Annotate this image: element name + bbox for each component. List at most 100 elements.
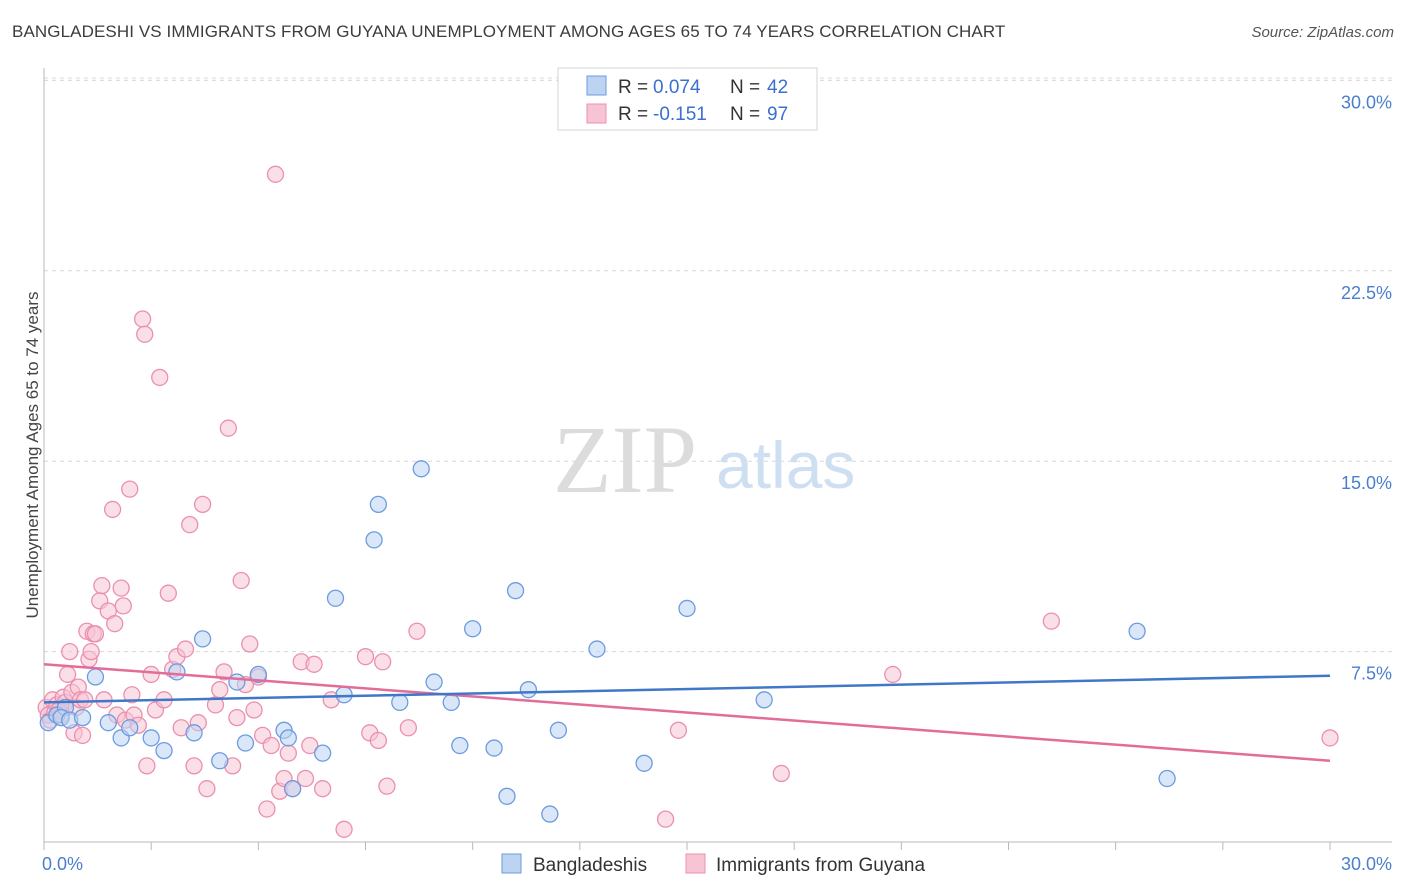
guyana-point-41 <box>142 665 160 684</box>
bangladeshis-point-43 <box>1128 622 1146 640</box>
guyana-point-34 <box>121 480 139 498</box>
y-tick-label-3: 30.0% <box>1341 92 1392 112</box>
guyana-point-72 <box>279 744 297 762</box>
bangladeshis-point-24 <box>335 686 353 704</box>
guyana-point-43 <box>151 368 169 387</box>
guyana-point-92 <box>1042 612 1061 630</box>
legend-n-label-2: N = <box>730 104 760 125</box>
legend-swatch-guyana <box>586 103 607 124</box>
bangladeshis-point-31 <box>451 736 469 755</box>
legend-swatch-bangladeshis <box>586 75 607 96</box>
guyana-point-45 <box>159 584 177 602</box>
guyana-point-89 <box>669 721 688 739</box>
guyana-point-39 <box>136 325 154 343</box>
y-tick-label-0: 7.5% <box>1351 664 1392 684</box>
guyana-point-81 <box>356 648 375 666</box>
guyana-point-63 <box>241 635 259 653</box>
guyana-point-23 <box>86 625 105 643</box>
guyana-point-11 <box>61 642 79 661</box>
legend-n-value-1: 42 <box>767 77 788 98</box>
x-tick-marks <box>43 842 1331 850</box>
guyana-point-57 <box>215 663 233 681</box>
legend-r-value-1: 0.074 <box>653 77 701 98</box>
bangladeshis-point-9 <box>121 719 139 737</box>
bangladeshis-point-44 <box>1158 769 1176 788</box>
guyana-point-60 <box>228 708 246 727</box>
bangladeshis-point-26 <box>369 495 388 514</box>
bangladeshis-point-25 <box>365 531 383 549</box>
guyana-point-31 <box>112 579 130 597</box>
source-label: Source: ZipAtlas.com <box>1251 24 1394 41</box>
correlation-legend: R = 0.074 N = 42 R = -0.151 N = 97 <box>557 67 818 131</box>
guyana-point-88 <box>656 810 675 828</box>
guyana-point-77 <box>305 655 323 673</box>
bangladeshis-point-6 <box>86 668 105 686</box>
bangladeshis-point-42 <box>755 691 773 709</box>
guyana-point-10 <box>58 665 77 684</box>
guyana-point-51 <box>185 757 203 775</box>
bangladeshis-point-20 <box>279 729 297 747</box>
series-bangladeshis-trendline <box>43 674 1331 704</box>
bangladeshis-point-29 <box>425 673 443 691</box>
guyana-point-18 <box>76 691 94 709</box>
guyana-point-32 <box>114 597 132 615</box>
bangladeshis-point-18 <box>249 665 267 684</box>
guyana-point-58 <box>219 419 237 437</box>
series-guyana-trendline <box>43 663 1331 763</box>
legend-r-label-2: R = <box>618 104 648 125</box>
guyana-point-50 <box>181 516 199 534</box>
guyana-point-53 <box>193 495 212 514</box>
grid-lines <box>44 77 1392 653</box>
legend-n-value-2: 97 <box>767 104 788 125</box>
guyana-point-29 <box>106 615 124 633</box>
y-tick-label-2: 22.5% <box>1341 283 1392 303</box>
guyana-point-75 <box>296 769 315 788</box>
bangladeshis-point-11 <box>155 741 173 760</box>
bottom-legend-label-guyana: Immigrants from Guyana <box>716 855 925 876</box>
bangladeshis-point-40 <box>635 754 653 772</box>
bangladeshis-point-5 <box>73 708 92 727</box>
series-guyana-points <box>37 165 1339 838</box>
bangladeshis-point-13 <box>185 724 203 742</box>
bangladeshis-point-12 <box>168 663 186 681</box>
bottom-legend-label-bangladeshis: Bangladeshis <box>533 855 647 876</box>
guyana-point-25 <box>93 576 111 595</box>
guyana-point-56 <box>211 681 229 699</box>
bangladeshis-point-27 <box>391 693 409 712</box>
bangladeshis-point-39 <box>588 640 606 658</box>
guyana-point-40 <box>138 757 156 775</box>
chart-title: BANGLADESHI VS IMMIGRANTS FROM GUYANA UN… <box>12 22 1006 41</box>
guyana-point-17 <box>73 726 92 745</box>
legend-r-label-1: R = <box>618 77 648 98</box>
guyana-point-78 <box>313 780 332 798</box>
guyana-point-91 <box>884 665 902 684</box>
bangladeshis-point-16 <box>228 673 246 691</box>
legend-n-label-1: N = <box>730 77 760 98</box>
watermark-atlas: atlas <box>716 428 855 502</box>
bottom-legend-swatch-guyana <box>685 853 706 874</box>
guyana-point-69 <box>266 165 285 183</box>
guyana-point-87 <box>408 622 426 640</box>
guyana-point-28 <box>103 500 122 519</box>
guyana-point-93 <box>1321 729 1339 747</box>
bangladeshis-point-34 <box>498 787 516 805</box>
x-tick-label-max: 30.0% <box>1341 854 1392 874</box>
bangladeshis-point-41 <box>678 599 696 618</box>
series-bangladeshis-points <box>39 460 1176 823</box>
guyana-point-64 <box>245 701 263 719</box>
guyana-point-85 <box>378 777 396 795</box>
bangladeshis-point-32 <box>464 620 482 638</box>
guyana-point-68 <box>262 736 280 755</box>
bangladeshis-point-23 <box>326 589 345 607</box>
guyana-point-84 <box>373 653 392 671</box>
bottom-legend-swatch-bangladeshis <box>501 853 522 874</box>
guyana-point-54 <box>198 780 216 798</box>
guyana-point-35 <box>123 686 141 704</box>
bangladeshis-point-17 <box>236 734 255 752</box>
bangladeshis-point-14 <box>193 630 212 648</box>
bangladeshis-point-33 <box>485 739 503 757</box>
y-tick-labels: 7.5% 15.0% 22.5% 30.0% <box>1341 92 1392 683</box>
bangladeshis-point-38 <box>549 721 568 739</box>
guyana-point-38 <box>133 310 152 328</box>
